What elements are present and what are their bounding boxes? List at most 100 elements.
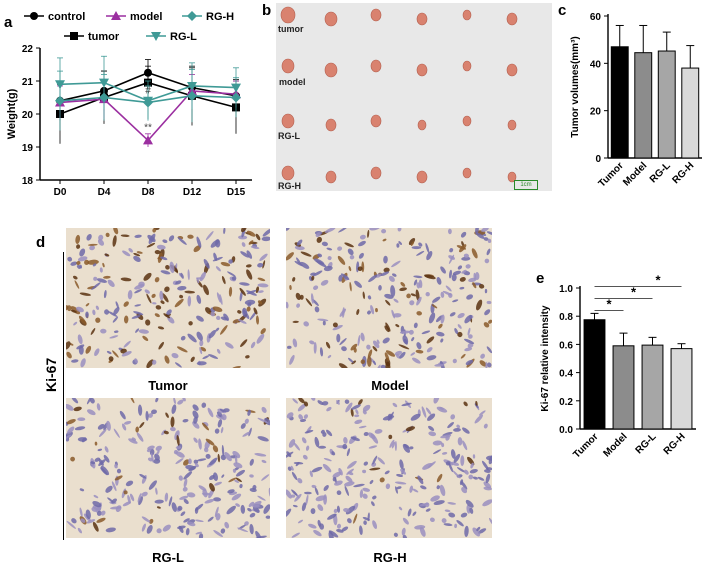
cell-nucleus (178, 525, 184, 534)
cell-nucleus (86, 519, 96, 524)
cell-nucleus (171, 352, 179, 359)
x-tick-label-rg-l: RG-L (648, 160, 673, 185)
cell-nucleus (342, 443, 348, 450)
cell-nucleus (448, 462, 454, 473)
cell-nucleus (464, 338, 475, 345)
point-rg-l-0 (55, 80, 65, 90)
cell-nucleus (368, 274, 378, 283)
cell-nucleus (336, 400, 340, 405)
cell-nucleus (75, 234, 81, 244)
cell-nucleus (362, 516, 371, 521)
x-tick-label-tumor: Tumor (571, 431, 600, 460)
cell-nucleus (354, 280, 363, 288)
cell-nucleus (398, 506, 403, 511)
cell-nucleus (198, 438, 202, 450)
cell-nucleus (201, 402, 207, 408)
cell-nucleus (156, 450, 160, 455)
y-tick-label-22: 22 (22, 44, 34, 55)
cell-nucleus (293, 442, 301, 451)
cell-nucleus (462, 427, 470, 434)
cell-nucleus (201, 422, 210, 431)
cell-nucleus (374, 429, 383, 434)
cell-nucleus (450, 449, 456, 459)
cell-nucleus (385, 322, 391, 332)
cell-nucleus (326, 406, 332, 412)
point-rg-l-4 (231, 83, 241, 93)
cell-nucleus (382, 238, 387, 242)
cell-nucleus (201, 492, 211, 496)
cell-nucleus (103, 275, 111, 279)
cell-nucleus (255, 233, 261, 241)
cell-nucleus (377, 457, 385, 465)
cell-nucleus (232, 450, 241, 459)
cell-nucleus (204, 499, 215, 504)
cell-nucleus (257, 277, 266, 282)
cell-nucleus (192, 410, 199, 419)
cell-nucleus (261, 459, 267, 464)
cell-nucleus (338, 363, 348, 368)
cell-nucleus (445, 285, 452, 292)
cell-nucleus (215, 266, 221, 272)
cell-nucleus (474, 272, 480, 280)
cell-nucleus (380, 271, 390, 276)
cell-nucleus (383, 267, 390, 273)
cell-nucleus (360, 332, 365, 342)
cell-nucleus (94, 441, 98, 446)
cell-nucleus (456, 424, 461, 429)
cell-nucleus (203, 284, 209, 296)
cell-nucleus (453, 427, 461, 432)
cell-nucleus (384, 325, 390, 333)
cell-nucleus (286, 412, 294, 419)
cell-nucleus (97, 239, 105, 246)
cell-nucleus (367, 229, 370, 238)
cell-nucleus (287, 345, 292, 349)
cell-nucleus (351, 404, 361, 410)
cell-nucleus (286, 508, 292, 519)
cell-nucleus (173, 449, 178, 455)
cell-nucleus (213, 529, 223, 538)
cell-nucleus (327, 354, 332, 359)
cell-nucleus (246, 289, 257, 295)
cell-nucleus (177, 285, 187, 291)
cell-nucleus (203, 447, 209, 453)
specimen-r0-c4 (462, 9, 472, 21)
cell-nucleus (139, 473, 147, 479)
cell-nucleus (454, 523, 458, 529)
cell-nucleus (244, 299, 256, 306)
cell-nucleus (305, 445, 310, 451)
cell-nucleus (254, 453, 267, 457)
cell-nucleus (345, 475, 353, 483)
cell-nucleus (160, 256, 168, 261)
cell-nucleus (311, 275, 315, 281)
cell-nucleus (314, 436, 320, 448)
cell-nucleus (205, 438, 215, 446)
cell-nucleus (366, 344, 371, 350)
cell-nucleus (237, 319, 247, 324)
cell-nucleus (123, 490, 128, 495)
cell-nucleus (433, 398, 440, 404)
cell-nucleus (179, 294, 184, 299)
cell-nucleus (425, 508, 431, 512)
cell-nucleus (185, 464, 196, 471)
cell-nucleus (475, 228, 479, 235)
cell-nucleus (209, 457, 218, 466)
cell-nucleus (220, 325, 228, 335)
cell-nucleus (138, 329, 149, 334)
cell-nucleus (223, 408, 230, 413)
cell-nucleus (412, 488, 419, 493)
cell-nucleus (486, 248, 491, 256)
point-rg-l-3 (187, 81, 197, 91)
cell-nucleus (194, 503, 204, 511)
cell-nucleus (291, 471, 298, 481)
cell-nucleus (416, 311, 422, 316)
cell-nucleus (439, 484, 446, 497)
cell-nucleus (176, 434, 180, 446)
photo-label-model: model (279, 77, 306, 87)
tissue-background (66, 228, 270, 368)
cell-nucleus (111, 498, 117, 504)
tumor-photo: tumor model RG-L RG-H 1cm (276, 3, 552, 191)
cell-nucleus (264, 417, 270, 426)
cell-nucleus (440, 291, 445, 298)
cell-nucleus (435, 315, 443, 323)
cell-nucleus (468, 474, 474, 480)
